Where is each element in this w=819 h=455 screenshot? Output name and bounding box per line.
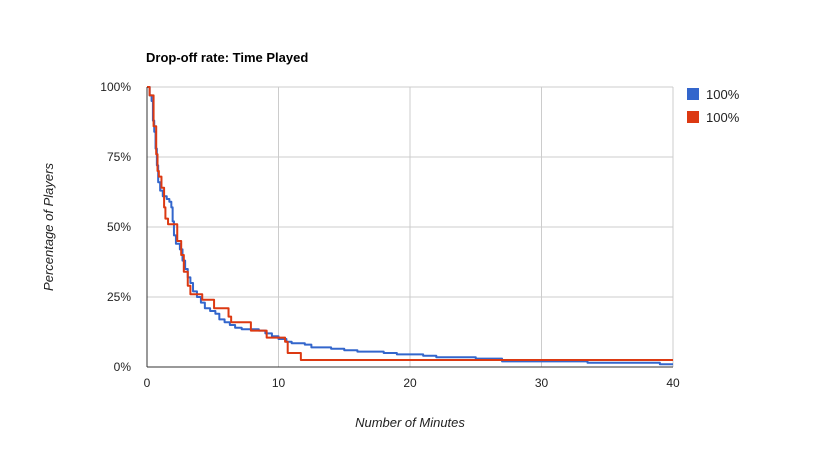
grid-lines bbox=[147, 86, 674, 367]
y-tick-label: 50% bbox=[107, 220, 131, 234]
y-tick-label: 0% bbox=[114, 360, 132, 374]
series-line-1 bbox=[147, 86, 673, 366]
x-tick-label: 40 bbox=[666, 376, 680, 390]
x-tick-label: 20 bbox=[403, 376, 417, 390]
legend-swatch bbox=[687, 111, 699, 123]
x-axis-ticks: 0 10 20 30 40 bbox=[144, 376, 680, 390]
chart-title: Drop-off rate: Time Played bbox=[146, 50, 308, 65]
legend: 100% 100% bbox=[687, 87, 740, 125]
x-tick-label: 0 bbox=[144, 376, 151, 390]
y-tick-label: 100% bbox=[100, 80, 131, 94]
x-tick-label: 10 bbox=[272, 376, 286, 390]
legend-label: 100% bbox=[706, 110, 740, 125]
y-axis-ticks: 0% 25% 50% 75% 100% bbox=[100, 80, 131, 374]
series-line-2 bbox=[147, 86, 673, 361]
y-axis-label: Percentage of Players bbox=[41, 163, 56, 291]
y-tick-label: 25% bbox=[107, 290, 131, 304]
series-lines bbox=[147, 86, 673, 366]
legend-label: 100% bbox=[706, 87, 740, 102]
x-axis-label: Number of Minutes bbox=[355, 415, 465, 430]
y-tick-label: 75% bbox=[107, 150, 131, 164]
x-tick-label: 30 bbox=[535, 376, 549, 390]
legend-swatch bbox=[687, 88, 699, 100]
